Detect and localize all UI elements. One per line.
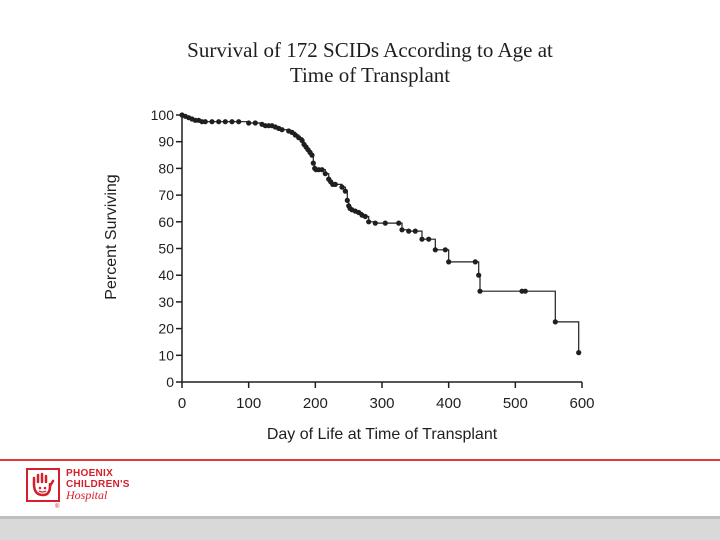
data-point	[252, 120, 258, 126]
data-point	[202, 119, 208, 125]
y-tick-label: 60	[158, 214, 174, 230]
data-point	[446, 259, 452, 265]
data-point	[246, 120, 252, 126]
chart-title: Survival of 172 SCIDs According to Age a…	[150, 38, 590, 88]
y-tick-label: 40	[158, 267, 174, 283]
data-point	[342, 188, 348, 194]
survival-chart: 0 10 20 30 40 50 60 70 80 90 100 0 100 200 300 400 500 60…	[103, 107, 595, 443]
data-point	[216, 119, 222, 125]
data-point	[236, 119, 242, 125]
chart-title-line-1: Survival of 172 SCIDs According to Age a…	[187, 38, 553, 62]
data-point	[522, 288, 528, 294]
data-point	[419, 236, 425, 242]
data-point	[432, 247, 438, 253]
x-tick-label: 100	[236, 395, 261, 412]
data-point	[412, 228, 418, 234]
data-point	[472, 259, 478, 265]
registered-mark: ®	[55, 504, 60, 510]
survival-curve	[182, 114, 580, 353]
data-point	[279, 127, 285, 133]
data-point	[406, 228, 412, 234]
y-tick-label: 10	[158, 347, 174, 363]
data-point	[552, 319, 558, 325]
data-point	[299, 137, 305, 143]
footer-divider	[0, 459, 720, 461]
data-point	[476, 272, 482, 278]
axis-labels: Day of Life at Time of Transplant Percen…	[103, 174, 498, 443]
data-point	[309, 152, 315, 158]
data-point	[382, 220, 388, 226]
y-tick-label: 30	[158, 294, 174, 310]
y-axis-label: Percent Surviving	[103, 174, 120, 299]
data-point	[576, 350, 582, 356]
data-point	[399, 227, 405, 233]
y-tick-label: 50	[158, 241, 174, 257]
data-point	[426, 236, 432, 242]
hand-logo-icon	[26, 468, 60, 502]
x-tick-label: 600	[569, 395, 594, 412]
x-tick-label: 400	[436, 395, 461, 412]
data-point	[229, 119, 235, 125]
data-point	[310, 160, 316, 166]
data-point	[209, 119, 215, 125]
data-point	[442, 247, 448, 253]
data-point	[222, 119, 228, 125]
data-point	[396, 220, 402, 226]
x-axis-label: Day of Life at Time of Transplant	[267, 426, 498, 443]
data-point	[322, 171, 328, 177]
data-point	[319, 167, 325, 173]
chart-title-line-2: Time of Transplant	[289, 63, 451, 87]
data-point	[372, 220, 378, 226]
data-point	[344, 197, 350, 203]
y-tick-label: 20	[158, 321, 174, 337]
chart-axes: 0 10 20 30 40 50 60 70 80 90 100 0 100 200 300 400 500 60…	[151, 107, 595, 412]
footer-bar	[0, 519, 720, 540]
y-tick-label: 70	[158, 187, 174, 203]
y-tick-label: 90	[158, 134, 174, 150]
data-point	[366, 219, 372, 225]
hospital-logo: ® PHOENIX CHILDREN'S Hospital	[26, 468, 156, 510]
data-points	[179, 112, 582, 356]
data-point	[477, 288, 483, 294]
y-tick-label: 0	[166, 374, 174, 390]
x-tick-label: 200	[303, 395, 328, 412]
x-tick-label: 0	[178, 395, 186, 412]
hospital-wordmark: PHOENIX CHILDREN'S Hospital	[66, 468, 130, 502]
data-point	[362, 213, 368, 220]
x-tick-label: 500	[503, 395, 528, 412]
survival-step-line	[182, 114, 580, 353]
data-point	[332, 181, 338, 187]
y-tick-label: 80	[158, 160, 174, 176]
x-tick-label: 300	[369, 395, 394, 412]
y-tick-label: 100	[151, 107, 175, 123]
footer-bar-edge	[0, 516, 720, 519]
data-point	[339, 184, 345, 190]
